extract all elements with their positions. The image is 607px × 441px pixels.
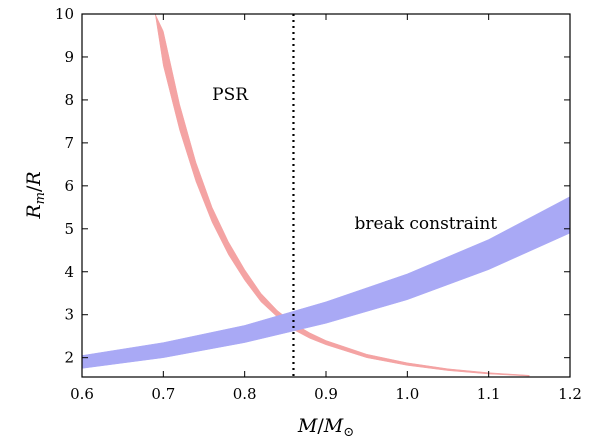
ticks-group: 0.6 0.7 0.8 0.9 1.0 1.1 1.2 2 3 4 5 6 7 8 9 10 (55, 5, 582, 403)
x-tick-label: 1.2 (558, 385, 582, 403)
x-tick-label: 0.8 (233, 385, 257, 403)
x-axis-label: M/M⊙ (297, 415, 354, 440)
y-axis-label: Rm/R (23, 171, 48, 219)
x-tick-label: 0.7 (151, 385, 175, 403)
band-break-constraint (82, 196, 570, 369)
band-psr (154, 14, 530, 377)
y-tick-label: 4 (64, 263, 74, 281)
y-tick-label: 9 (64, 48, 74, 66)
y-tick-label: 7 (64, 134, 74, 152)
x-tick-label: 1.1 (477, 385, 501, 403)
x-tick-label: 0.9 (314, 385, 338, 403)
annotation-break-constraint: break constraint (354, 214, 497, 234)
y-tick-label: 3 (64, 306, 74, 324)
x-tick-label: 1.0 (395, 385, 419, 403)
y-tick-label: 2 (64, 349, 74, 367)
x-tick-label: 0.6 (70, 385, 94, 403)
annotation-group: PSR break constraint (212, 85, 497, 234)
y-tick-label: 6 (64, 177, 74, 195)
y-tick-label: 8 (64, 91, 74, 109)
plot-area (82, 14, 570, 377)
annotation-psr: PSR (212, 85, 249, 105)
y-tick-label: 10 (55, 5, 74, 23)
y-tick-label: 5 (64, 220, 74, 238)
